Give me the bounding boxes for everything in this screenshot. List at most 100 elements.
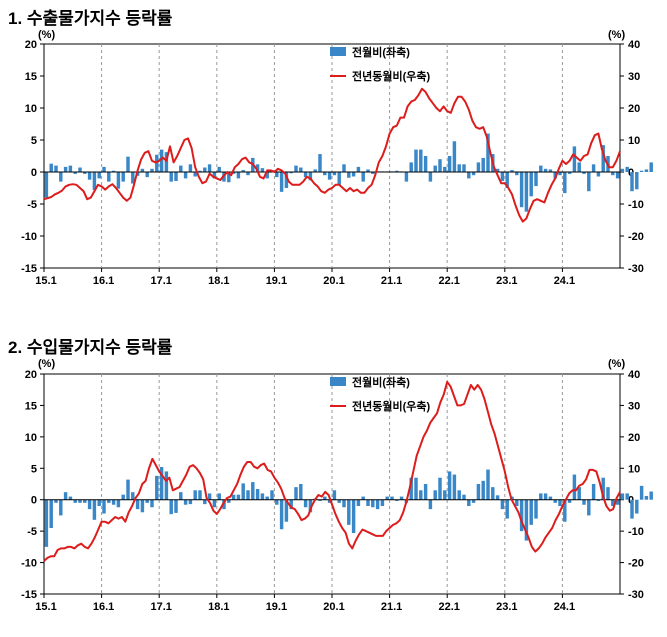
bar-mark: [54, 165, 58, 172]
bar-mark: [73, 172, 77, 174]
bar-mark: [116, 172, 121, 189]
bar-mark: [495, 168, 500, 172]
bar-mark: [231, 172, 236, 174]
left-unit-label: (%): [38, 29, 55, 41]
left-tick-label: 10: [25, 103, 37, 115]
bar-mark: [59, 172, 63, 182]
bar-mark: [44, 499, 49, 547]
bar-mark: [289, 499, 293, 510]
bar-mark: [174, 172, 178, 181]
bar-mark: [375, 499, 380, 510]
bar-mark: [327, 499, 332, 503]
bar-mark: [591, 484, 596, 500]
bar-mark: [639, 485, 644, 500]
bar-mark: [457, 164, 461, 172]
bar-mark: [644, 169, 649, 172]
right-tick-label: -20: [628, 231, 644, 243]
bar-mark: [203, 499, 207, 505]
bar-mark: [433, 165, 437, 172]
bar-mark: [111, 170, 116, 172]
bar-mark: [649, 162, 653, 172]
right-tick-label: -30: [628, 589, 644, 601]
bar-mark: [486, 133, 490, 172]
bar-mark: [351, 499, 356, 534]
bar-mark: [366, 169, 370, 172]
bar-mark: [183, 499, 188, 505]
bar-mark: [279, 172, 284, 192]
x-tick-label: 21.1: [381, 275, 402, 287]
bar-mark: [505, 499, 509, 519]
bar-mark: [241, 483, 245, 500]
bar-mark: [289, 172, 293, 174]
left-tick-label: 20: [25, 39, 37, 51]
bar-mark: [601, 477, 605, 500]
bar-mark: [318, 499, 322, 501]
bar-mark: [68, 496, 73, 500]
import-chart-svg: (%) (%) 20151050-5-10-15403020100-10-20-…: [21, 358, 653, 613]
bar-mark: [169, 499, 173, 515]
bar-mark: [236, 172, 241, 179]
bar-mark: [179, 492, 183, 500]
bar-mark: [107, 172, 111, 182]
bar-mark: [188, 499, 193, 505]
bar-mark: [265, 496, 269, 500]
x-tick-label: 18.1: [208, 601, 229, 613]
bar-mark: [443, 490, 447, 500]
bar-mark: [231, 494, 236, 500]
bar-mark: [534, 172, 538, 187]
bar-mark: [140, 168, 145, 172]
bar-mark: [361, 496, 365, 500]
right-tick-label: -20: [628, 558, 644, 570]
left-tick-label: 5: [31, 463, 37, 475]
left-tick-label: 5: [31, 135, 37, 147]
bar-mark: [423, 484, 428, 500]
bar-mark: [44, 172, 49, 198]
bar-mark: [380, 499, 385, 506]
left-tick-label: -10: [21, 558, 37, 570]
bar-mark: [577, 162, 581, 172]
bar-mark: [582, 499, 586, 505]
plot-frame: [43, 43, 621, 269]
bar-mark: [644, 495, 649, 500]
bar-mark: [92, 499, 97, 520]
left-tick-label: 20: [25, 369, 37, 381]
bar-mark: [294, 487, 298, 500]
bar-mark: [385, 496, 389, 500]
bar-mark: [246, 172, 250, 176]
x-tick-label: 19.1: [266, 601, 287, 613]
bar-mark: [150, 499, 154, 508]
bar-mark: [582, 172, 586, 174]
bar-mark: [558, 499, 562, 506]
bar-mark: [438, 477, 442, 500]
bar-mark: [83, 172, 87, 174]
bar-mark: [500, 499, 505, 510]
bar-mark: [601, 145, 605, 172]
bar-mark: [371, 172, 375, 174]
right-tick-label: 10: [628, 463, 640, 475]
right-tick-label: 30: [628, 400, 640, 412]
bar-mark: [347, 499, 351, 525]
bar-mark: [510, 170, 514, 172]
bar-mark: [217, 166, 221, 172]
right-unit-label: (%): [608, 29, 625, 41]
legend-bar-label: 전월비(좌축): [352, 45, 410, 59]
bar-mark: [87, 499, 92, 510]
bar-mark: [313, 169, 317, 172]
bar-mark: [102, 499, 106, 514]
bar-mark: [203, 167, 207, 172]
bar-mark: [390, 496, 394, 500]
yoy-line: [43, 87, 621, 223]
bar-mark: [92, 172, 97, 190]
bar-mark: [481, 157, 485, 172]
bar-mark: [121, 172, 125, 182]
bar-mark: [337, 499, 341, 503]
bar-mark: [140, 499, 145, 513]
bar-mark: [606, 487, 610, 500]
bar-mark: [299, 484, 303, 500]
bar-mark: [260, 168, 265, 172]
bar-mark: [227, 499, 231, 503]
bar-mark: [476, 162, 481, 172]
x-tick-label: 24.1: [554, 601, 575, 613]
bar-mark: [174, 499, 178, 513]
bar-mark: [356, 166, 361, 172]
